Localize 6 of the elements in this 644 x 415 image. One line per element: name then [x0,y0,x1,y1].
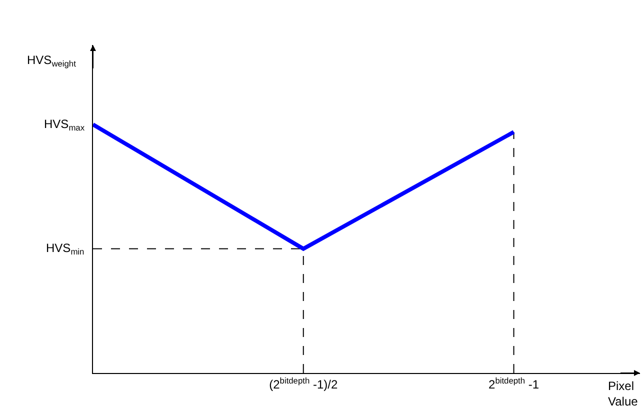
text: HVS$_{max}$ [44,117,86,133]
x-axis-title: Pixel Value [608,379,638,409]
x-tick-label: (2$^{bitdepth}$ -1)/2 [269,375,338,392]
y-axis-title: HVS$_{weight}$ [27,53,77,69]
ref-line-label: HVS$_{min}$ [46,241,85,257]
x-tick-label: 2$^{bitdepth}$ -1 [488,375,540,392]
